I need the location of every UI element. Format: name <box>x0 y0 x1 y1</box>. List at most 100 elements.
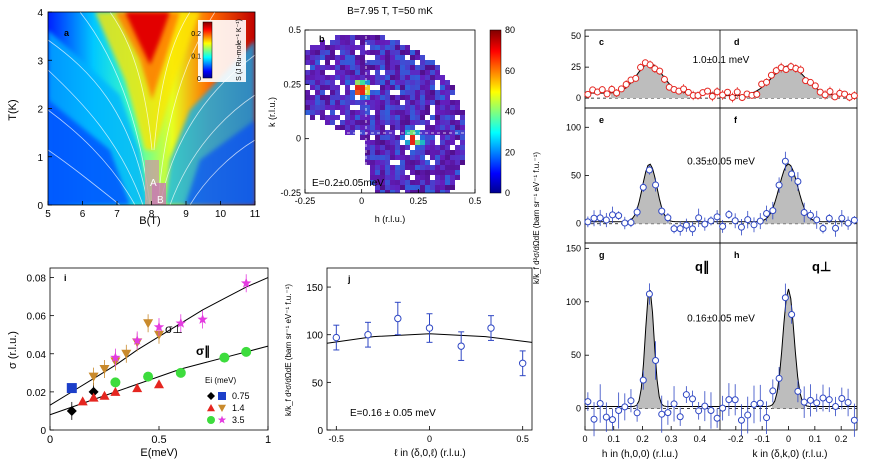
heatmap-cell <box>340 95 345 100</box>
heatmap-cell <box>310 110 315 115</box>
y-tick-label: 0 <box>576 404 581 414</box>
energy-label: 0.16±0.05 meV <box>687 314 755 325</box>
data-point <box>670 400 678 408</box>
heatmap-cell <box>425 125 430 130</box>
data-point <box>110 386 121 396</box>
heatmap-cell <box>405 115 410 120</box>
heatmap-cell <box>370 45 375 50</box>
y-tick-label: 100 <box>566 122 581 132</box>
heatmap-cell <box>415 175 420 180</box>
heatmap-cell <box>385 65 390 70</box>
data-point <box>639 183 647 191</box>
heatmap-cell <box>445 80 450 85</box>
panel-i-label: i <box>64 273 67 283</box>
heatmap-cell <box>390 125 395 130</box>
heatmap-cell <box>400 185 405 190</box>
heatmap-cell <box>445 190 450 193</box>
heatmap-cell <box>440 115 445 120</box>
heatmap-cell <box>375 60 380 65</box>
heatmap-cell <box>405 120 410 125</box>
heatmap-cell <box>370 100 375 105</box>
heatmap-cell <box>380 185 385 190</box>
data-point <box>656 67 664 75</box>
heatmap-cell <box>395 190 400 193</box>
data-point <box>175 367 186 378</box>
data-point <box>707 407 715 415</box>
heatmap-cell <box>350 100 355 105</box>
heatmap-cell <box>440 120 445 125</box>
panel-b-xlabel: h (r.l.u.) <box>375 214 406 224</box>
heatmap-cell <box>430 150 435 155</box>
heatmap-cell <box>375 145 380 150</box>
heatmap-cell <box>365 150 370 155</box>
data-point <box>602 413 610 421</box>
heatmap-cell <box>400 130 405 135</box>
heatmap-cell <box>365 100 370 105</box>
heatmap-cell <box>380 45 385 50</box>
y-tick-label: 0 <box>37 201 43 212</box>
heatmap-cell <box>410 130 415 135</box>
heatmap-cell <box>420 100 425 105</box>
data-point <box>88 372 99 382</box>
x-tick-label: 0 <box>786 434 791 444</box>
heatmap-cell <box>410 85 415 90</box>
heatmap-cell <box>430 135 435 140</box>
heatmap-cell <box>430 130 435 135</box>
data-point <box>733 88 741 96</box>
data-point <box>633 208 641 216</box>
heatmap-cell <box>430 145 435 150</box>
heatmap-cell <box>410 65 415 70</box>
data-point <box>806 211 814 219</box>
heatmap-cell <box>425 80 430 85</box>
heatmap-cell <box>395 95 400 100</box>
heatmap-cell <box>455 160 460 165</box>
heatmap-cell <box>380 95 385 100</box>
data-point <box>744 411 752 419</box>
heatmap-cell <box>375 105 380 110</box>
y-tick-label: 4 <box>37 8 43 19</box>
heatmap-cell <box>400 135 405 140</box>
heatmap-cell <box>410 150 415 155</box>
heatmap-cell <box>410 90 415 95</box>
data-point <box>617 85 625 93</box>
heatmap-cell <box>370 150 375 155</box>
data-point <box>844 219 852 227</box>
heatmap-cell <box>405 155 410 160</box>
heatmap-cell <box>405 110 410 115</box>
heatmap-cell <box>385 100 390 105</box>
heatmap-cell <box>320 100 325 105</box>
heatmap-cell <box>435 120 440 125</box>
heatmap-cell <box>395 105 400 110</box>
data-point <box>598 86 606 94</box>
data-point <box>731 217 739 225</box>
heatmap-cell <box>310 85 315 90</box>
data-point <box>832 402 840 410</box>
heatmap-cell <box>430 60 435 65</box>
heatmap-cell <box>430 155 435 160</box>
row-cd: 0 25 50 c d 1.0±0.1 meV <box>571 29 858 109</box>
panel-label: f <box>734 115 738 125</box>
data-point <box>744 216 752 224</box>
heatmap-cell <box>390 50 395 55</box>
heatmap-cell <box>405 175 410 180</box>
heatmap-cell <box>395 85 400 90</box>
x-tick-label: -0.5 <box>329 434 345 444</box>
data-point <box>797 66 805 74</box>
heatmap-cell <box>390 45 395 50</box>
heatmap-cell <box>390 175 395 180</box>
x-tick-label: 0.2 <box>636 434 649 444</box>
heatmap-cell <box>395 110 400 115</box>
data-point <box>394 314 402 323</box>
heatmap-cell <box>335 105 340 110</box>
x-tick-label: 11 <box>250 209 261 220</box>
heatmap-cell <box>415 70 420 75</box>
heatmap-cell <box>315 85 320 90</box>
heatmap-cell <box>460 115 465 120</box>
x-tick-label: 0.5 <box>516 434 529 444</box>
heatmap-cell <box>345 60 350 65</box>
heatmap-cell <box>420 120 425 125</box>
y-tick-label: 50 <box>312 378 324 389</box>
heatmap-cell <box>450 135 455 140</box>
heatmap-cell <box>350 60 355 65</box>
data-point <box>110 377 121 388</box>
